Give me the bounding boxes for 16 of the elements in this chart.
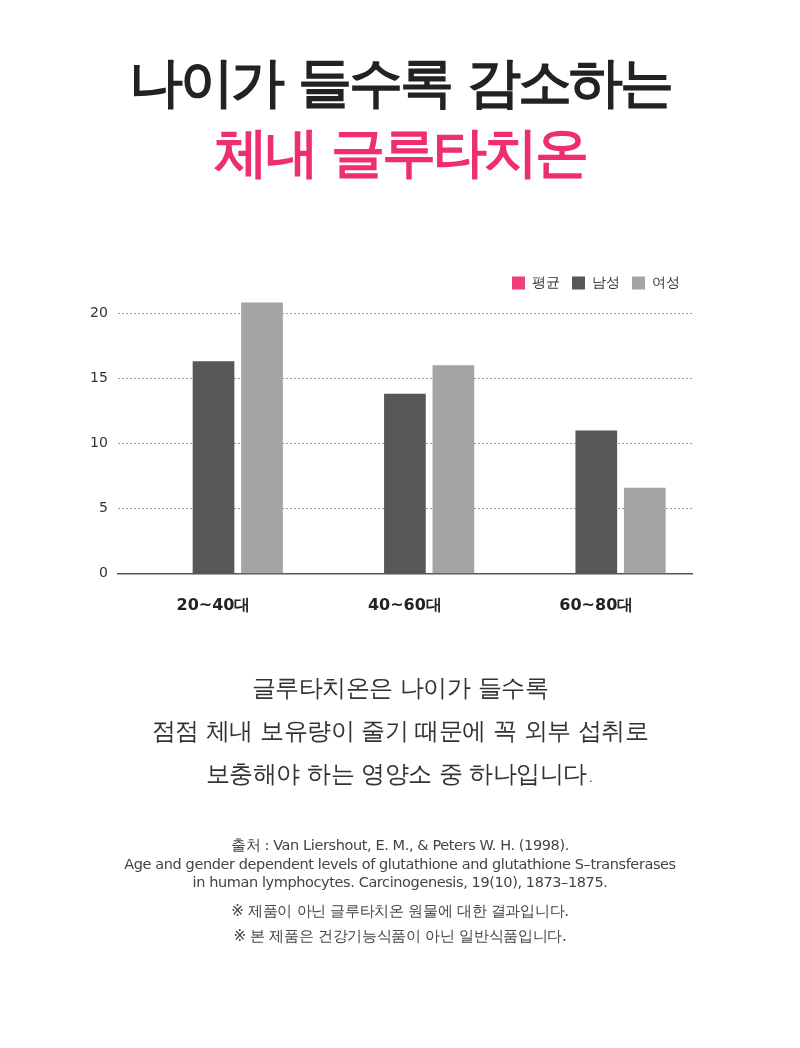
y-tick-label: 20 [89, 303, 108, 320]
legend-label: 평균 [532, 273, 560, 290]
text: ※ 제품이 아닌 글루타치온 원물에 대한 결과입니다. [230, 901, 570, 922]
source-note: 출처 : Van Liershout, E. M., & Peters W. H. (1998). Age and gender dependent levels of glutathione and glutathione S–transferases in human lymphocytes. Carcinogenesis, 19(10), 1873–1875. [123, 836, 677, 892]
text: ※ 본 제품은 건강기능식품이 아닌 일반식품입니다. [232, 926, 568, 947]
x-tick-label: 20~40대 [176, 594, 251, 614]
x-tick-label: 40~60대 [367, 594, 442, 614]
x-tick-label: 60~80대 [559, 594, 634, 614]
text: 글루타치온은 나이가 들수록 점점 체내 보유량이 줄기 때문에 꼭 외부 섭취로 보충해야 하는 영양소 중 하나입니다. [150, 673, 650, 790]
y-tick-label: 10 [89, 434, 108, 451]
legend-label: 남성 [592, 273, 620, 290]
y-tick-label: 5 [98, 499, 108, 516]
chart-title: 나이가 들수록 감소하는 체내 글루타치온 [128, 50, 672, 186]
legend-label: 여성 [652, 273, 680, 290]
y-tick-label: 0 [98, 564, 108, 581]
y-tick-label: 15 [89, 368, 108, 385]
